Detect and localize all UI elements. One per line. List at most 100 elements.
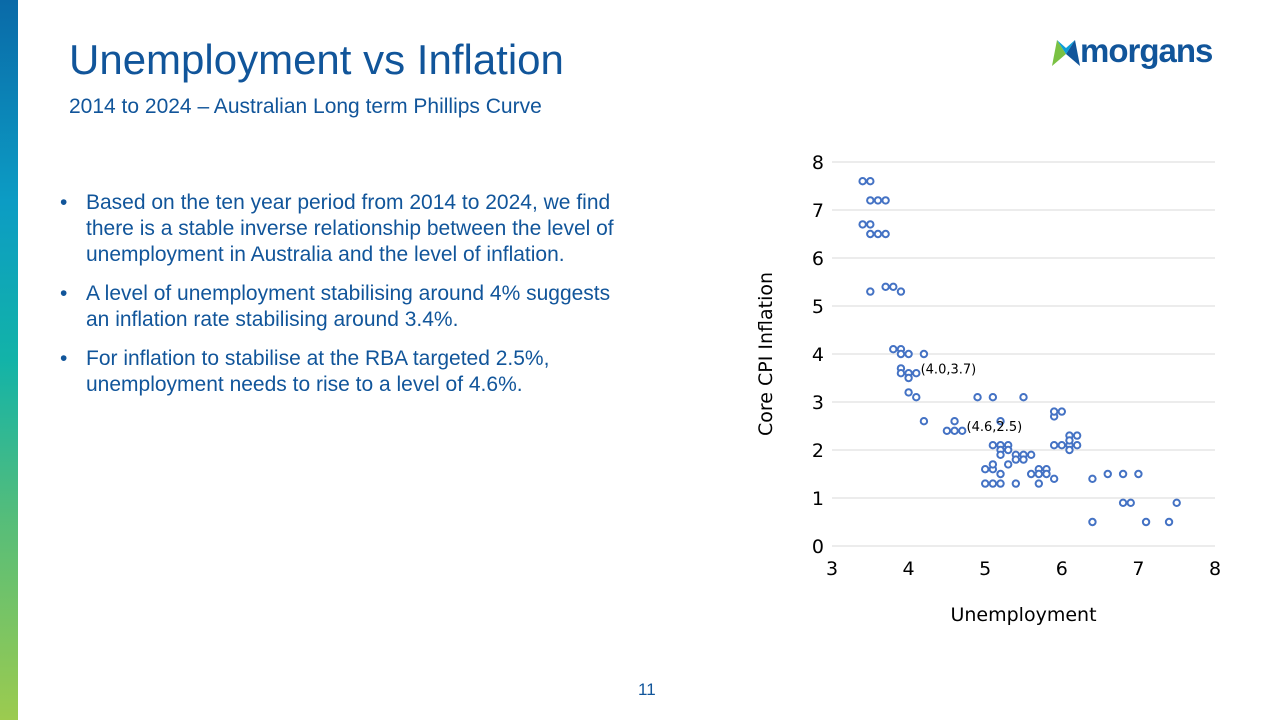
scatter-point	[1049, 474, 1059, 483]
scatter-point	[866, 287, 875, 296]
y-tick-label: 7	[812, 200, 824, 222]
scatter-point	[1026, 469, 1036, 479]
x-tick-label: 8	[1209, 558, 1221, 580]
page-title: Unemployment vs Inflation	[69, 36, 564, 83]
y-tick-label: 4	[812, 344, 824, 366]
bullet-symbol: •	[60, 282, 68, 305]
scatter-point	[1042, 469, 1051, 479]
page-subtitle: 2014 to 2024 – Australian Long term Phil…	[69, 95, 542, 118]
y-tick-label: 0	[812, 536, 824, 558]
chart-annotations: (4.0,3.7) (4.6,2.5)	[921, 362, 1023, 435]
scatter-point	[958, 426, 967, 435]
scatter-point	[866, 177, 875, 186]
y-axis-label: Core CPI Inflation	[755, 272, 777, 436]
scatter-point	[896, 287, 906, 296]
scatter-point	[858, 177, 867, 186]
scatter-point	[996, 450, 1005, 459]
x-tick-label: 7	[1132, 558, 1144, 580]
scatter-point	[1088, 517, 1097, 527]
y-tick-label: 2	[812, 440, 824, 462]
y-tick-label: 6	[812, 248, 824, 270]
y-tick-label: 5	[812, 296, 824, 318]
scatter-point	[1026, 450, 1036, 459]
scatter-point	[988, 460, 998, 469]
scatter-point	[996, 417, 1005, 426]
scatter-point	[1034, 469, 1044, 479]
scatter-point	[1019, 455, 1028, 464]
x-tick-label: 6	[1056, 558, 1068, 580]
scatter-point	[904, 373, 913, 383]
scatter-point	[950, 417, 959, 426]
scatter-point	[1011, 479, 1021, 488]
phillips-curve-scatter-chart: 0 1 2 3 4 5 6 7 8 3 4 5 6 7 8 (4.0,3.7) (4.6,2.5) Unemp…	[755, 152, 1221, 626]
scatter-point	[1003, 460, 1013, 469]
scatter-point	[1088, 474, 1097, 483]
x-tick-label: 4	[903, 558, 915, 580]
bullet-text: A level of unemployment stabilising arou…	[86, 282, 611, 331]
scatter-point	[1057, 441, 1066, 450]
scatter-point	[1072, 441, 1082, 450]
scatter-point	[1172, 498, 1181, 507]
scatter-point	[896, 369, 906, 378]
scatter-point	[873, 196, 883, 205]
scatter-point	[1164, 517, 1174, 527]
scatter-point	[950, 426, 959, 435]
bullet-list: • Based on the ten year period from 2014 …	[60, 190, 620, 411]
scatter-point	[981, 465, 990, 474]
scatter-point	[1103, 469, 1112, 479]
scatter-point	[1118, 498, 1128, 507]
scatter-point	[904, 388, 913, 397]
scatter-point	[866, 229, 875, 239]
scatter-point	[866, 196, 875, 205]
scatter-point	[1065, 445, 1074, 455]
scatter-point	[858, 220, 867, 229]
bullet-item: • For inflation to stabilise at the RBA t…	[60, 346, 620, 398]
scatter-point	[1118, 469, 1128, 479]
bullet-item: • A level of unemployment stabilising aro…	[60, 281, 620, 333]
bullet-item: • Based on the ten year period from 2014 …	[60, 190, 620, 268]
scatter-point	[981, 479, 990, 488]
y-tick-label: 1	[812, 488, 824, 510]
chart-grid	[832, 161, 1215, 547]
morgans-logo: morgans	[1050, 32, 1220, 72]
scatter-point	[1034, 479, 1044, 488]
x-tick-label: 3	[826, 558, 838, 580]
scatter-point	[1019, 393, 1028, 402]
chart-points	[858, 177, 1181, 527]
scatter-point	[889, 345, 898, 354]
page-number: 11	[638, 680, 656, 699]
scatter-point	[873, 229, 883, 239]
data-annotation: (4.6,2.5)	[967, 420, 1023, 435]
bullet-symbol: •	[60, 347, 68, 370]
scatter-point	[881, 282, 890, 292]
scatter-point	[942, 426, 952, 435]
scatter-point	[1072, 431, 1082, 440]
scatter-point	[973, 393, 982, 402]
scatter-point	[912, 393, 921, 402]
side-accent-bar	[0, 0, 18, 720]
data-annotation: (4.0,3.7)	[921, 362, 977, 377]
scatter-point	[1065, 436, 1074, 445]
scatter-point	[1049, 441, 1059, 450]
scatter-point	[881, 229, 890, 239]
bullet-symbol: •	[60, 191, 68, 214]
y-tick-label: 8	[812, 152, 824, 174]
scatter-point	[889, 282, 898, 292]
scatter-point	[988, 393, 998, 402]
scatter-point	[1141, 517, 1151, 527]
scatter-point	[866, 220, 875, 229]
bullet-text: Based on the ten year period from 2014 t…	[86, 191, 614, 266]
scatter-point	[996, 469, 1005, 479]
morgans-logo-icon	[1052, 40, 1080, 66]
logo-text: morgans	[1080, 32, 1213, 69]
scatter-point	[912, 369, 921, 378]
scatter-point	[1049, 407, 1059, 416]
scatter-point	[996, 479, 1005, 488]
x-axis-label: Unemployment	[950, 604, 1096, 626]
scatter-point	[1011, 455, 1021, 464]
scatter-point	[896, 349, 906, 359]
scatter-point	[988, 479, 998, 488]
scatter-point	[988, 441, 998, 450]
scatter-point	[881, 196, 890, 205]
scatter-point	[919, 417, 929, 426]
